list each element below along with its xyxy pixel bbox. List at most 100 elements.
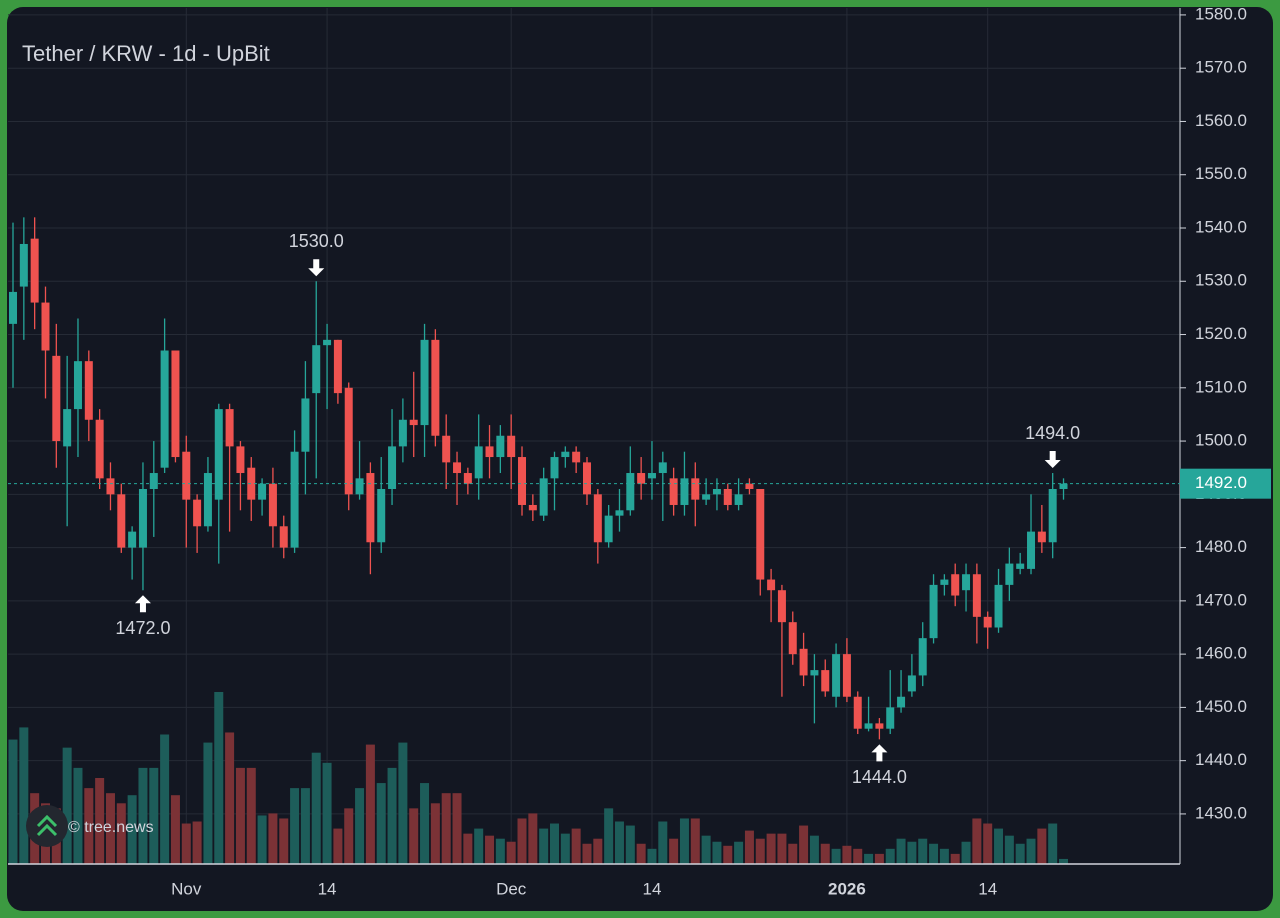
- volume-bar: [485, 835, 495, 864]
- volume-bar: [885, 848, 895, 864]
- volume-bar: [420, 783, 430, 864]
- candle-body: [572, 451, 581, 463]
- candle-body: [290, 451, 299, 548]
- volume-bar: [918, 838, 928, 864]
- y-tick-label: 1530.0: [1195, 271, 1247, 290]
- annotation-arrow: [134, 595, 151, 613]
- candle-body: [431, 339, 440, 436]
- volume-bar: [495, 838, 505, 864]
- annotation-label: 1530.0: [289, 231, 344, 251]
- x-tick-label: 14: [978, 879, 997, 898]
- candle-body: [777, 590, 786, 623]
- volume-bar: [1004, 835, 1014, 864]
- chart-title: Tether / KRW - 1d - UpBit: [22, 41, 270, 66]
- candle-body: [149, 473, 158, 490]
- candle-body: [63, 409, 72, 447]
- volume-bar: [669, 838, 679, 864]
- volume-bar: [961, 841, 971, 864]
- candle-body: [203, 473, 212, 527]
- volume-bar: [365, 744, 375, 864]
- volume-bar: [744, 830, 754, 864]
- candle-body: [972, 574, 981, 617]
- watermark: © tree.news: [68, 819, 154, 836]
- candle-body: [19, 243, 28, 287]
- volume-bar: [679, 818, 689, 864]
- annotation-label: 1444.0: [852, 767, 907, 787]
- volume-bar: [333, 828, 343, 864]
- annotation-label: 1472.0: [115, 618, 170, 638]
- volume-bar: [387, 767, 397, 864]
- y-tick-label: 1550.0: [1195, 164, 1247, 183]
- volume-bar: [116, 803, 126, 864]
- y-tick-label: 1430.0: [1195, 803, 1247, 822]
- x-tick-label: 14: [643, 879, 662, 898]
- x-tick-label: 2026: [828, 879, 866, 898]
- candle-body: [593, 494, 602, 543]
- candle-body: [41, 302, 50, 351]
- volume-bar: [766, 833, 776, 864]
- grid: [8, 8, 1180, 864]
- volume-bar: [658, 821, 668, 864]
- candle-body: [637, 473, 646, 484]
- candle-body: [193, 499, 202, 527]
- candle-body: [810, 670, 819, 676]
- volume-bar: [625, 825, 635, 864]
- last-price-box: [1180, 468, 1271, 499]
- candle-body: [528, 504, 537, 511]
- candle-body: [723, 489, 732, 505]
- candle-body: [312, 345, 321, 394]
- y-tick-label: 1440.0: [1195, 750, 1247, 769]
- candle-body: [929, 584, 938, 639]
- candle-body: [333, 339, 342, 394]
- volume-bar: [8, 739, 18, 864]
- y-tick-label: 1480.0: [1195, 537, 1247, 556]
- candle-body: [117, 494, 126, 548]
- volume-bar: [734, 841, 744, 864]
- candle-body: [626, 473, 635, 511]
- volume-bar: [441, 793, 451, 864]
- volume-bar: [1026, 838, 1036, 864]
- candle-body: [799, 648, 808, 676]
- candle-body: [453, 462, 462, 474]
- y-tick-label: 1520.0: [1195, 324, 1247, 343]
- volume-bar: [972, 818, 982, 864]
- candle-body: [128, 531, 137, 548]
- candle-body: [507, 435, 516, 458]
- candle-body: [1059, 483, 1068, 490]
- volume-bar: [799, 825, 809, 864]
- volume-bar: [853, 848, 863, 864]
- annotation-arrow: [1044, 451, 1061, 469]
- volume-bar: [528, 813, 538, 864]
- candle-body: [355, 478, 364, 495]
- y-tick-label: 1470.0: [1195, 590, 1247, 609]
- chart-background: [7, 7, 1273, 911]
- candle-body: [853, 696, 862, 729]
- volume-bar: [181, 823, 191, 864]
- annotation-arrow: [308, 259, 325, 277]
- candle-body: [561, 451, 570, 458]
- y-tick-label: 1570.0: [1195, 58, 1247, 77]
- volume-bar: [788, 843, 798, 864]
- volume-bar: [517, 818, 527, 864]
- volume-bar: [225, 732, 235, 864]
- candle-body: [84, 361, 93, 420]
- volume-bar: [95, 778, 105, 864]
- candle-body: [409, 419, 418, 426]
- y-tick-label: 1450.0: [1195, 697, 1247, 716]
- candle-body: [680, 478, 689, 505]
- volume-bar: [344, 808, 354, 864]
- volume-bar: [994, 828, 1004, 864]
- volume-bar: [170, 795, 180, 864]
- candle-body: [225, 409, 234, 447]
- candle-body: [647, 473, 656, 479]
- candle-body: [788, 622, 797, 655]
- volume-bar: [571, 828, 581, 864]
- candle-body: [550, 457, 559, 479]
- candle-body: [1005, 563, 1014, 585]
- volume-bar: [19, 727, 29, 864]
- candle-body: [582, 462, 591, 495]
- volume-bar: [311, 752, 321, 864]
- candle-body: [182, 451, 191, 500]
